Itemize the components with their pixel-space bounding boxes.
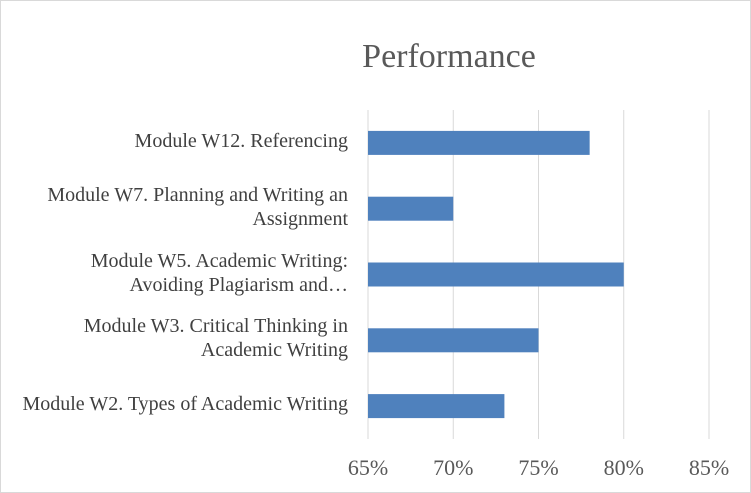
bar xyxy=(368,328,539,353)
x-tick-label: 65% xyxy=(348,455,388,480)
bar xyxy=(368,130,590,155)
bar xyxy=(368,262,624,287)
chart-title: Performance xyxy=(362,38,536,75)
bar xyxy=(368,196,454,221)
bar xyxy=(368,394,505,419)
x-tick-label: 80% xyxy=(604,455,644,480)
y-tick-label: Module W12. Referencing xyxy=(134,129,348,152)
y-tick-label: Module W2. Types of Academic Writing xyxy=(22,393,348,416)
y-tick-label: Module W5. Academic Writing: Avoiding Pl… xyxy=(90,249,348,296)
x-tick-label: 75% xyxy=(518,455,558,480)
y-tick-label: Module W7. Planning and Writing an Assig… xyxy=(47,183,348,230)
y-tick-label: Module W3. Critical Thinking in Academic… xyxy=(83,315,348,362)
x-tick-label: 70% xyxy=(433,455,473,480)
x-tick-label: 85% xyxy=(689,455,729,480)
